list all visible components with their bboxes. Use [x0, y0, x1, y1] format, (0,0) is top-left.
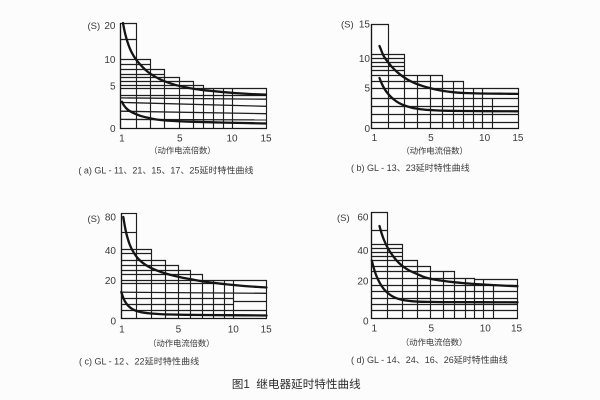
svg-text:25: 25 [189, 166, 199, 176]
svg-text:5: 5 [176, 325, 182, 336]
svg-text:40: 40 [357, 246, 369, 257]
svg-text:10: 10 [479, 133, 491, 144]
svg-text:10: 10 [359, 54, 371, 65]
svg-text:0: 0 [110, 124, 116, 135]
svg-text:23: 23 [406, 163, 416, 173]
svg-text:1: 1 [372, 324, 378, 335]
svg-text:( a) GL - 11: ( a) GL - 11 [78, 166, 123, 176]
svg-text:15: 15 [359, 20, 371, 31]
svg-text:(S): (S) [88, 214, 101, 225]
svg-text:24: 24 [406, 355, 416, 365]
svg-text:( d) GL - 14: ( d) GL - 14 [351, 355, 397, 365]
svg-text:10: 10 [104, 55, 116, 66]
svg-text:1: 1 [119, 134, 125, 145]
svg-text:20: 20 [105, 276, 117, 287]
svg-text:( b) GL - 13: ( b) GL - 13 [351, 163, 397, 173]
svg-text:40: 40 [105, 246, 117, 257]
svg-text:5: 5 [429, 324, 435, 335]
svg-text:5: 5 [428, 133, 434, 144]
svg-text:1: 1 [243, 378, 256, 391]
svg-text:22: 22 [135, 357, 145, 367]
svg-text:20: 20 [104, 21, 116, 32]
svg-text:5: 5 [177, 134, 183, 145]
svg-text:10: 10 [226, 134, 238, 145]
svg-text:15: 15 [260, 134, 272, 145]
svg-text:10: 10 [480, 324, 492, 335]
svg-text:26: 26 [444, 355, 454, 365]
svg-text:17: 17 [170, 166, 180, 176]
svg-text:15: 15 [151, 166, 161, 176]
svg-text:(S): (S) [337, 213, 350, 224]
svg-text:10: 10 [228, 325, 240, 336]
svg-text:80: 80 [105, 213, 117, 224]
svg-text:(S): (S) [341, 20, 354, 31]
svg-text:60: 60 [357, 213, 369, 224]
svg-text:15: 15 [511, 324, 523, 335]
svg-text:0: 0 [364, 124, 370, 135]
svg-text:5: 5 [110, 81, 116, 92]
svg-text:(S): (S) [88, 21, 101, 32]
svg-text:0: 0 [110, 317, 116, 328]
svg-text:1: 1 [119, 325, 125, 336]
svg-text:15: 15 [512, 133, 524, 144]
svg-text:16: 16 [425, 355, 435, 365]
svg-text:0: 0 [363, 317, 369, 328]
svg-text:20: 20 [357, 277, 369, 288]
svg-text:( c) GL - 12: ( c) GL - 12 [79, 357, 124, 367]
svg-text:5: 5 [364, 84, 370, 95]
svg-text:15: 15 [261, 325, 273, 336]
svg-text:21: 21 [132, 166, 142, 176]
svg-text:1: 1 [372, 133, 378, 144]
